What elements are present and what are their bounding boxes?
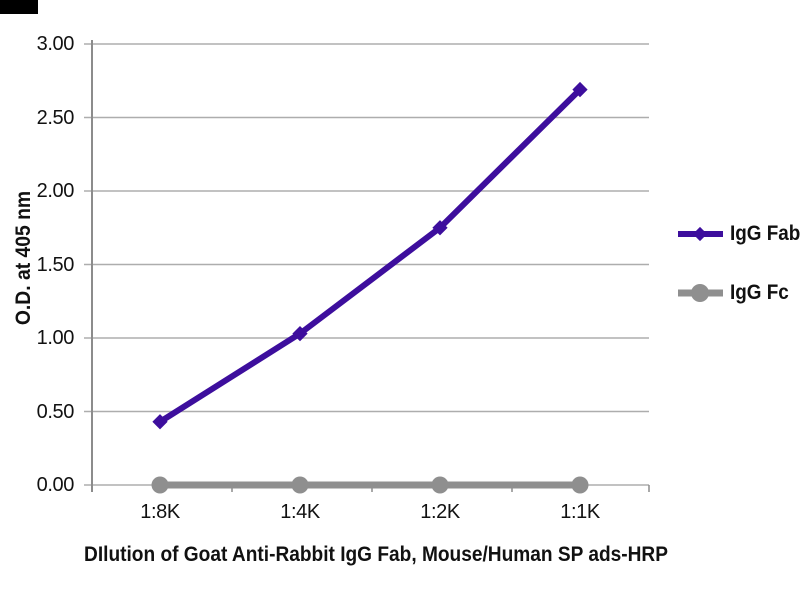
x-tick-label: 1:2K	[420, 501, 460, 523]
y-tick-label: 1.50	[36, 253, 75, 276]
series-line-igg-fab	[157, 86, 583, 425]
x-tick-label: 1:1K	[560, 501, 600, 523]
marker-circle-icon	[431, 476, 449, 494]
legend-key-icon	[678, 226, 723, 242]
y-axis-title: O.D. at 405 nm	[12, 190, 35, 326]
marker-circle-icon	[571, 476, 589, 494]
legend-marker-circle-icon	[691, 284, 709, 302]
marker-diamond-icon	[152, 414, 168, 430]
y-tick-label: 2.00	[36, 180, 75, 202]
y-tick-label: 1.00	[36, 327, 75, 349]
legend-label: IgG Fab	[730, 222, 800, 245]
legend-item: IgG Fab	[676, 217, 800, 251]
legend-marker-diamond-icon	[692, 226, 708, 242]
corner-mark	[0, 0, 38, 14]
y-tick-label: 0.00	[36, 474, 75, 496]
y-tick-label: 2.50	[36, 106, 75, 129]
y-tick-label: 3.00	[36, 33, 75, 55]
y-tick-label: 0.50	[36, 400, 75, 423]
legend-item: IgG Fc	[676, 276, 795, 310]
legend-key-icon	[678, 284, 723, 302]
legend-label: IgG Fc	[730, 281, 789, 304]
marker-circle-icon	[151, 476, 169, 494]
x-tick-label: 1:8K	[140, 501, 180, 523]
x-tick-label: 1:4K	[280, 501, 320, 523]
x-axis-title: DIlution of Goat Anti-Rabbit IgG Fab, Mo…	[84, 543, 668, 566]
marker-circle-icon	[291, 476, 309, 494]
